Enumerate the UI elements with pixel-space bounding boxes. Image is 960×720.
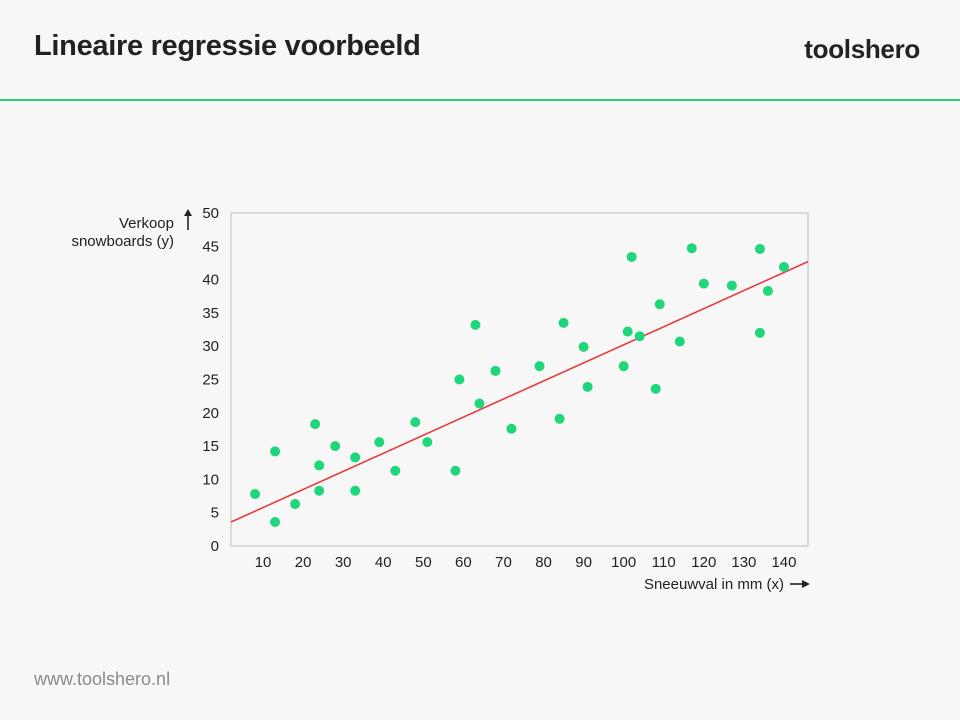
data-point [698, 278, 709, 289]
y-tick-label: 15 [202, 438, 219, 455]
data-point [754, 327, 765, 338]
data-point [350, 452, 361, 463]
data-point [410, 417, 421, 428]
brand-logo[interactable]: toolshero [804, 34, 920, 64]
data-point [634, 331, 645, 342]
data-points [250, 243, 789, 528]
data-point [270, 446, 281, 457]
x-axis-arrow-icon [790, 580, 810, 588]
data-point [778, 261, 789, 272]
x-tick-label: 120 [691, 554, 716, 571]
y-axis-ticks: 0 5 10 15 20 25 30 35 40 45 50 [202, 205, 219, 555]
y-tick-label: 10 [202, 471, 219, 488]
x-tick-label: 140 [771, 554, 796, 571]
data-point [582, 381, 593, 392]
y-tick-label: 40 [202, 272, 219, 289]
data-point [422, 437, 433, 448]
data-point [686, 243, 697, 254]
y-tick-label: 25 [202, 372, 219, 389]
x-tick-label: 30 [335, 554, 352, 571]
header-divider [0, 99, 960, 101]
data-point [314, 485, 325, 496]
x-axis-label: Sneeuwval in mm (x) [644, 576, 784, 593]
x-tick-label: 100 [611, 554, 636, 571]
data-point [554, 413, 565, 424]
data-point [310, 419, 321, 430]
data-point [454, 374, 465, 385]
data-point [330, 441, 341, 452]
data-point [534, 361, 545, 372]
y-tick-label: 45 [202, 238, 219, 255]
plot-area-frame [230, 212, 809, 547]
data-point [754, 243, 765, 254]
data-point [558, 317, 569, 328]
x-tick-label: 50 [415, 554, 432, 571]
data-point [250, 489, 261, 500]
data-point [470, 319, 481, 330]
y-tick-label: 50 [202, 205, 219, 222]
data-point [450, 465, 461, 476]
y-tick-label: 30 [202, 338, 219, 355]
data-point [374, 437, 385, 448]
data-point [762, 285, 773, 296]
x-tick-label: 40 [375, 554, 392, 571]
footer-url[interactable]: www.toolshero.nl [34, 669, 171, 689]
y-tick-label: 5 [211, 505, 219, 522]
y-axis-arrow-icon [184, 209, 192, 230]
data-point [350, 485, 361, 496]
x-tick-label: 110 [652, 554, 676, 571]
x-tick-label: 90 [575, 554, 592, 571]
y-axis-label-line-1: Verkoop [119, 215, 174, 232]
data-point [618, 361, 629, 372]
x-tick-label: 130 [731, 554, 756, 571]
regression-line [230, 260, 809, 523]
data-point [474, 398, 485, 409]
data-point [270, 517, 281, 528]
data-point [654, 299, 665, 310]
x-tick-label: 60 [455, 554, 472, 571]
y-tick-label: 20 [202, 405, 219, 422]
y-tick-label: 0 [211, 538, 219, 555]
data-point [506, 423, 517, 434]
regression-line-group [230, 260, 809, 523]
data-point [626, 251, 637, 262]
x-tick-label: 80 [535, 554, 552, 571]
data-point [290, 499, 301, 510]
data-point [726, 280, 737, 291]
y-tick-label: 35 [202, 305, 219, 322]
x-axis-ticks: 10 20 30 40 50 60 70 80 90 100 110 120 130 140 [255, 554, 797, 571]
y-axis-label-line-2: snowboards (y) [71, 233, 174, 250]
data-point [390, 465, 401, 476]
x-tick-label: 10 [255, 554, 272, 571]
data-point [490, 365, 501, 376]
x-tick-label: 70 [495, 554, 512, 571]
x-tick-label: 20 [295, 554, 312, 571]
data-point [622, 326, 633, 337]
data-point [314, 460, 325, 471]
data-point [578, 341, 589, 352]
data-point [674, 336, 685, 347]
page-header: Lineaire regressie voorbeeld toolshero [0, 0, 960, 101]
page-title: Lineaire regressie voorbeeld [34, 30, 421, 62]
data-point [650, 383, 661, 394]
